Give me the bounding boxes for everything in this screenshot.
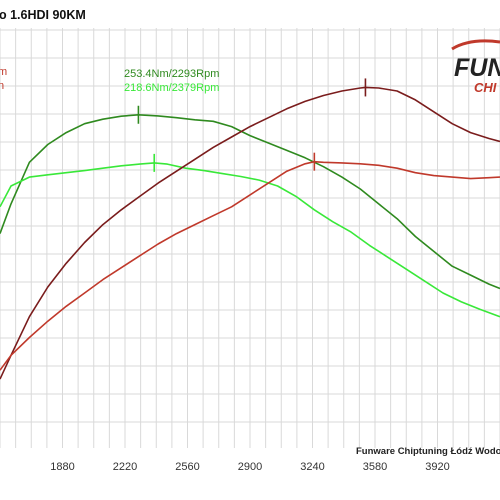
torque-tuned-curve: [0, 114, 500, 290]
power-stock-curve: [0, 160, 500, 371]
x-tick-label: 3920: [425, 461, 449, 473]
curves: [0, 86, 500, 380]
x-tick-label: 2900: [238, 461, 262, 473]
grid: [0, 28, 500, 448]
power-tuned-curve: [0, 86, 500, 380]
footer-credit: Funware Chiptuning Łódź Wodorowa: [356, 446, 500, 457]
x-tick-label: 1880: [50, 461, 74, 473]
x-axis-ticks: 1880 2220 2560 2900 3240 3580 3920: [50, 461, 449, 473]
brand-logo: FUN CHI: [451, 39, 500, 95]
torque-stock-curve: [0, 162, 500, 318]
torque-stock-peak-label: 218.6Nm/2379Rpm: [124, 82, 219, 94]
x-tick-label: 2220: [113, 461, 137, 473]
torque-tuned-peak-label: 253.4Nm/2293Rpm: [124, 68, 219, 80]
x-tick-label: 3580: [363, 461, 387, 473]
logo-word-top: FUN: [454, 54, 500, 82]
chart-title: o 1.6HDI 90KM: [0, 8, 86, 22]
peak-markers: [137, 78, 367, 172]
x-tick-label: 3240: [300, 461, 324, 473]
power-label-b: n: [0, 80, 4, 92]
x-tick-label: 2560: [175, 461, 199, 473]
logo-word-bottom: CHI: [474, 80, 497, 95]
power-label-a: m: [0, 66, 7, 78]
